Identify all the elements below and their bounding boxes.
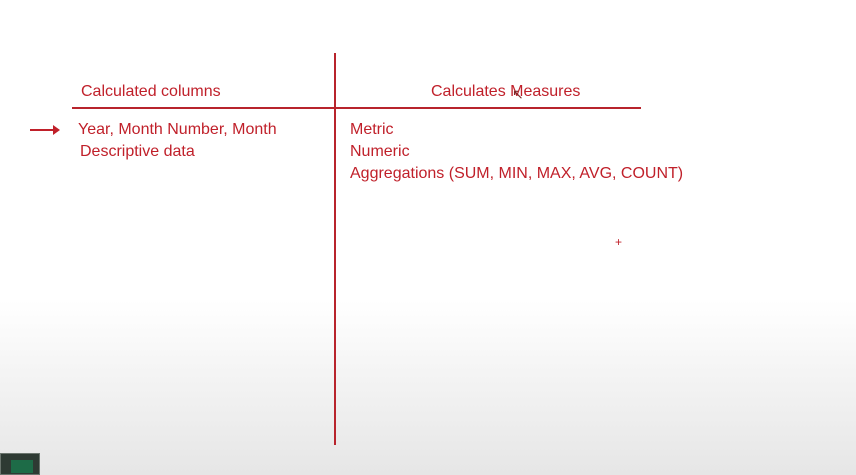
calculated-measures-list: Metric Numeric Aggregations (SUM, MIN, M… bbox=[350, 119, 683, 185]
list-item: Numeric bbox=[350, 143, 410, 160]
list-item: Aggregations (SUM, MIN, MAX, AVG, COUNT) bbox=[350, 165, 684, 182]
video-thumbnail-icon[interactable] bbox=[0, 453, 40, 475]
arrow-right-icon bbox=[30, 125, 60, 135]
table-vertical-divider bbox=[334, 53, 336, 445]
list-item: Year, Month Number, Month bbox=[78, 121, 277, 138]
pen-cursor-icon: ↖ bbox=[512, 86, 524, 102]
calculated-columns-list: Year, Month Number, Month Descriptive da… bbox=[78, 119, 277, 163]
calculated-measures-heading: Calculates Measures bbox=[431, 83, 581, 100]
calculated-columns-heading: Calculated columns bbox=[81, 83, 221, 100]
list-item: Descriptive data bbox=[80, 143, 195, 160]
table-horizontal-divider bbox=[72, 107, 641, 109]
list-item: Metric bbox=[350, 121, 394, 138]
dot-marker-icon: + bbox=[615, 235, 623, 249]
